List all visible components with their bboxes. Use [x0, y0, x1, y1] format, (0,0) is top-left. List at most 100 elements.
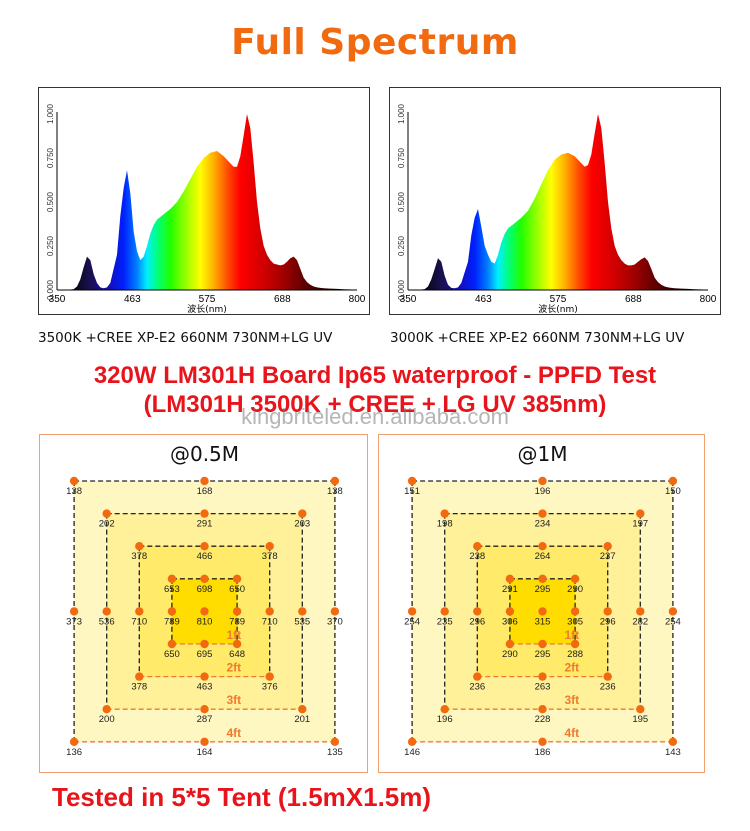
- tent-size-note: Tested in 5*5 Tent (1.5mX1.5m): [52, 782, 432, 812]
- ppfd-value: 463: [197, 682, 213, 693]
- ppfd-value: 290: [567, 584, 583, 595]
- ring-label: 2ft: [227, 661, 242, 675]
- ring-label: 1ft: [565, 628, 580, 642]
- ppfd-point: [407, 737, 417, 746]
- ppfd-point: [505, 607, 515, 616]
- ppfd-value: 198: [437, 519, 453, 530]
- ppfd-value: 650: [164, 649, 180, 660]
- x-tick-label: 350: [49, 294, 66, 305]
- ppfd-point: [102, 509, 111, 518]
- ppfd-value: 228: [535, 714, 551, 725]
- ppfd-point: [668, 607, 678, 616]
- ppfd-point: [265, 542, 274, 551]
- ring-label: 2ft: [565, 661, 580, 675]
- ppfd-point: [167, 607, 177, 616]
- ppfd-point: [440, 509, 449, 518]
- ppfd-point: [603, 607, 612, 616]
- ppfd-value: 373: [66, 616, 82, 627]
- ppfd-value: 186: [535, 747, 551, 758]
- ppfd-point: [298, 509, 307, 518]
- ring-label: 4ft: [565, 726, 580, 740]
- ppfd-point: [538, 705, 547, 714]
- ppfd-point: [200, 574, 209, 583]
- spectrum-svg: 0.000 0.250 0.500 0.750 1.000 350 463 575 688 800…: [397, 103, 717, 315]
- x-tick-label: 688: [625, 294, 642, 305]
- ppfd-point: [135, 607, 144, 616]
- ppfd-point: [636, 607, 645, 616]
- x-axis-label: 波长(nm): [538, 303, 578, 315]
- ppfd-point: [69, 476, 79, 486]
- watermark: kingbriteled.en.alibaba.com: [241, 404, 509, 429]
- ppfd-value: 295: [535, 649, 551, 660]
- ppfd-value: 236: [600, 682, 616, 693]
- ppfd-value: 164: [197, 747, 213, 758]
- ppfd-value: 376: [262, 682, 278, 693]
- page-title: Full Spectrum: [231, 22, 519, 63]
- x-tick-label: 688: [274, 294, 291, 305]
- ppfd-point: [298, 607, 307, 616]
- y-tick-label: 0.000: [46, 279, 55, 300]
- ppfd-value: 535: [294, 616, 310, 627]
- ppfd-value: 291: [197, 519, 213, 530]
- ppfd-value: 378: [131, 682, 147, 693]
- ppfd-point: [538, 737, 547, 746]
- x-tick-label: 463: [124, 294, 141, 305]
- ppfd-point: [232, 639, 242, 649]
- ppfd-value: 789: [229, 616, 245, 627]
- x-tick-label: 800: [349, 294, 366, 305]
- ppfd-value: 653: [164, 584, 180, 595]
- ppfd-point: [538, 476, 547, 486]
- ppfd-point: [232, 574, 242, 583]
- ppfd-point: [167, 574, 177, 583]
- ppfd-point: [636, 705, 645, 714]
- ppfd-point: [473, 672, 482, 681]
- ppfd-map-title: @0.5M: [170, 442, 239, 466]
- ppfd-point: [200, 542, 209, 551]
- ppfd-value: 235: [437, 616, 453, 627]
- ppfd-value: 466: [197, 551, 213, 562]
- ring-label: 3ft: [565, 693, 580, 707]
- ppfd-value: 306: [502, 616, 518, 627]
- ppfd-heading-line1: 320W LM301H Board Ip65 waterproof - PPFD…: [93, 362, 657, 389]
- ppfd-point: [538, 542, 547, 551]
- ppfd-value: 236: [469, 682, 485, 693]
- ppfd-point: [330, 737, 340, 746]
- ppfd-value: 238: [469, 551, 485, 562]
- ppfd-value: 287: [197, 714, 213, 725]
- ppfd-point: [407, 607, 417, 616]
- ppfd-point: [473, 542, 482, 551]
- ppfd-value: 195: [632, 714, 648, 725]
- y-tick-label: 1.000: [397, 103, 406, 124]
- ppfd-point: [538, 672, 547, 681]
- ppfd-value: 291: [502, 584, 518, 595]
- ppfd-point: [538, 607, 547, 616]
- y-tick-label: 0.250: [397, 235, 406, 256]
- ppfd-value: 650: [229, 584, 245, 595]
- ppfd-point: [407, 476, 417, 486]
- ppfd-point: [102, 607, 111, 616]
- ppfd-value: 150: [665, 486, 681, 497]
- ppfd-value: 196: [437, 714, 453, 725]
- ppfd-map-1m: @1M 4ft 3ft 2ft 1ft 151 196 150 198 234 197 238 264 2…: [378, 434, 705, 773]
- spectrum-chart-3500k: 0.000 0.250 0.500 0.750 1.000 350 463 575 688 800…: [38, 87, 370, 315]
- spectrum-svg: 0.000 0.250 0.500 0.750 1.000 350 463 575 688 800…: [46, 103, 366, 315]
- ppfd-value: 234: [535, 519, 551, 530]
- ppfd-point: [538, 509, 547, 518]
- ppfd-map-title: @1M: [518, 442, 568, 466]
- ppfd-point: [570, 574, 580, 583]
- y-tick-label: 0.750: [397, 147, 406, 168]
- ppfd-value: 203: [294, 519, 310, 530]
- ppfd-value: 197: [632, 519, 648, 530]
- spectrum-caption-3000k: 3000K +CREE XP-E2 660NM 730NM+LG UV: [390, 330, 685, 346]
- ppfd-value: 254: [404, 616, 420, 627]
- ppfd-value: 168: [197, 486, 213, 497]
- x-tick-label: 575: [199, 294, 216, 305]
- ppfd-point: [200, 705, 209, 714]
- x-tick-label: 463: [475, 294, 492, 305]
- ppfd-point: [330, 607, 340, 616]
- ppfd-value: 254: [665, 616, 681, 627]
- ppfd-point: [473, 607, 482, 616]
- ppfd-point: [505, 639, 515, 649]
- ppfd-point: [232, 607, 242, 616]
- ppfd-point: [135, 672, 144, 681]
